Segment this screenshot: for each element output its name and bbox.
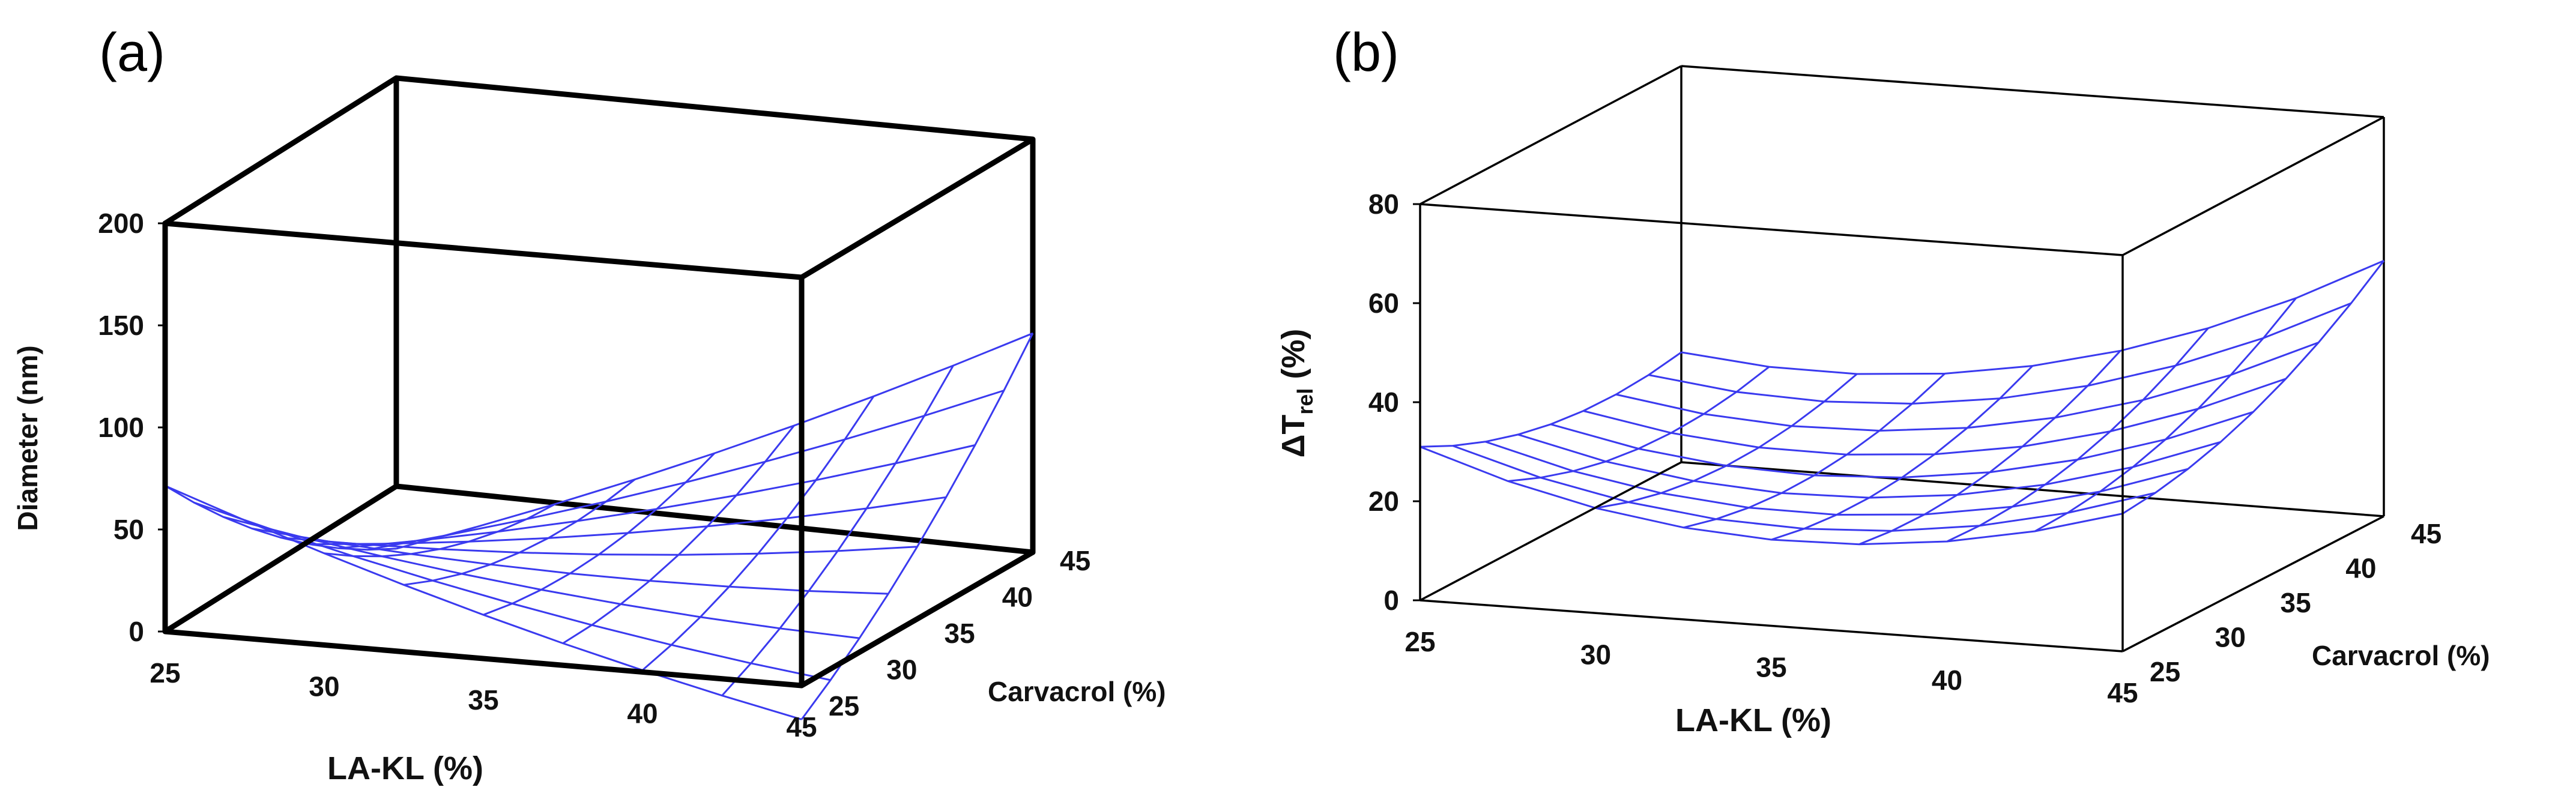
panel-a-z-tick-label: 200 — [98, 208, 144, 239]
panel-a-y-ticks: 25 30 35 40 45 — [829, 545, 1090, 722]
panel-b-y-axis-title: Carvacrol (%) — [2312, 640, 2490, 671]
panel-a-label: (a) — [99, 23, 165, 83]
panel-b-mesh-line-x-4 — [1771, 365, 2034, 541]
panel-b-y-tick-label: 35 — [2281, 587, 2311, 618]
panel-b-mesh-line-x-0 — [1420, 351, 1682, 448]
panel-a-z-tick-label: 0 — [128, 616, 144, 647]
panel-a-mesh-line-y-3 — [252, 527, 889, 595]
panel-a-frame-back — [162, 75, 1036, 555]
panel-b-x-tick-label: 35 — [1756, 652, 1786, 683]
panel-a-x-axis-title: LA-KL (%) — [327, 750, 483, 786]
panel-a-z-axis-title: Diameter (nm) — [12, 345, 43, 531]
panel-b: (b) 0 20 40 60 80 25 30 35 40 45 25 30 35 40 45 LA-K… — [1275, 23, 2490, 738]
panel-b-z-axis-title-unit: (%) — [1275, 329, 1311, 388]
panel-b-z-axis-title: ΔTrel (%) — [1275, 329, 1317, 458]
panel-b-y-tick-label: 30 — [2215, 622, 2246, 653]
panel-a: (a) 0 50 100 150 200 25 30 35 40 45 25 30 35 40 45 L… — [12, 23, 1166, 786]
panel-b-mesh-line-y-6 — [1615, 342, 2319, 432]
panel-a-x-tick-label: 40 — [627, 698, 658, 729]
panel-b-y-tick-label: 40 — [2345, 553, 2376, 584]
panel-a-x-tick-label: 35 — [468, 684, 498, 716]
panel-a-mesh-line-x-3 — [404, 478, 636, 586]
panel-a-mesh-line-x-8 — [800, 333, 1034, 720]
panel-a-y-tick-label: 25 — [829, 690, 859, 722]
panel-a-surface-mesh — [165, 332, 1034, 720]
panel-b-label: (b) — [1333, 23, 1399, 83]
panel-b-z-tick-label: 0 — [1383, 585, 1399, 616]
panel-a-x-tick-label: 25 — [150, 657, 180, 689]
panel-a-z-tick-label: 150 — [98, 310, 144, 341]
panel-a-mesh-line-x-0 — [165, 484, 397, 551]
panel-b-x-tick-label: 40 — [1932, 665, 1962, 696]
panel-a-z-ticks: 0 50 100 150 200 — [98, 208, 165, 647]
panel-b-mesh-line-x-3 — [1683, 373, 1946, 529]
panel-b-mesh-line-x-5 — [1858, 350, 2121, 546]
panel-b-mesh-line-y-7 — [1648, 302, 2352, 405]
panel-a-y-axis-title: Carvacrol (%) — [988, 676, 1166, 707]
panel-a-mesh-line-x-4 — [483, 452, 716, 616]
panel-a-mesh-line-x-7 — [721, 365, 954, 696]
panel-a-mesh-line-y-6 — [338, 444, 976, 549]
panel-a-y-tick-label: 30 — [886, 654, 917, 686]
panel-b-x-tick-label: 45 — [2107, 677, 2138, 708]
panel-a-mesh-line-x-5 — [562, 424, 795, 644]
panel-a-z-tick-label: 100 — [98, 412, 144, 443]
panel-a-mesh-line-x-2 — [324, 503, 556, 558]
panel-b-mesh-line-x-7 — [2034, 297, 2297, 532]
panel-a-y-tick-label: 45 — [1060, 545, 1090, 576]
panel-a-mesh-line-x-6 — [642, 396, 875, 671]
panel-a-y-tick-label: 35 — [945, 618, 975, 649]
panel-a-mesh-line-y-4 — [280, 537, 918, 556]
panel-b-z-axis-title-sub: rel — [1293, 388, 1317, 415]
panel-a-x-tick-label: 45 — [786, 711, 817, 743]
panel-b-y-ticks: 25 30 35 40 45 — [2150, 518, 2441, 687]
panel-b-z-tick-label: 20 — [1368, 486, 1399, 517]
panel-b-y-tick-label: 25 — [2150, 656, 2180, 687]
panel-b-x-tick-label: 30 — [1580, 639, 1611, 670]
panel-b-z-tick-label: 80 — [1368, 188, 1399, 220]
panel-a-y-tick-label: 40 — [1002, 582, 1033, 613]
panel-a-x-ticks: 25 30 35 40 45 — [150, 657, 817, 743]
panel-b-y-tick-label: 45 — [2411, 518, 2441, 549]
panel-b-z-tick-label: 60 — [1368, 288, 1399, 319]
panel-b-x-ticks: 25 30 35 40 45 — [1404, 626, 2138, 708]
panel-a-z-tick-label: 50 — [113, 514, 144, 545]
panel-a-mesh-line-y-8 — [396, 332, 1033, 550]
panel-b-z-tick-label: 40 — [1368, 387, 1399, 418]
panel-a-x-tick-label: 30 — [309, 671, 339, 702]
panel-b-mesh-line-y-1 — [1452, 445, 2156, 532]
panel-a-frame-front — [162, 220, 1036, 689]
panel-b-x-axis-title: LA-KL (%) — [1675, 702, 1831, 738]
panel-b-x-tick-label: 25 — [1404, 626, 1435, 657]
panel-b-z-axis-title-main: ΔT — [1275, 415, 1311, 458]
panel-b-frame-back — [1420, 65, 2385, 517]
panel-a-mesh-line-x-1 — [244, 519, 476, 546]
panel-b-mesh-line-x-1 — [1508, 366, 1770, 482]
panel-b-surface-mesh — [1420, 259, 2385, 546]
panel-a-mesh-line-y-5 — [309, 496, 946, 546]
panel-b-mesh-line-y-0 — [1420, 445, 2123, 546]
panel-b-z-ticks: 0 20 40 60 80 — [1368, 188, 1420, 616]
panel-b-mesh-line-x-2 — [1595, 373, 1858, 509]
panel-b-mesh-line-x-6 — [1946, 327, 2209, 543]
panel-a-mesh-line-y-7 — [367, 390, 1005, 551]
panel-b-mesh-line-x-8 — [2122, 260, 2385, 514]
